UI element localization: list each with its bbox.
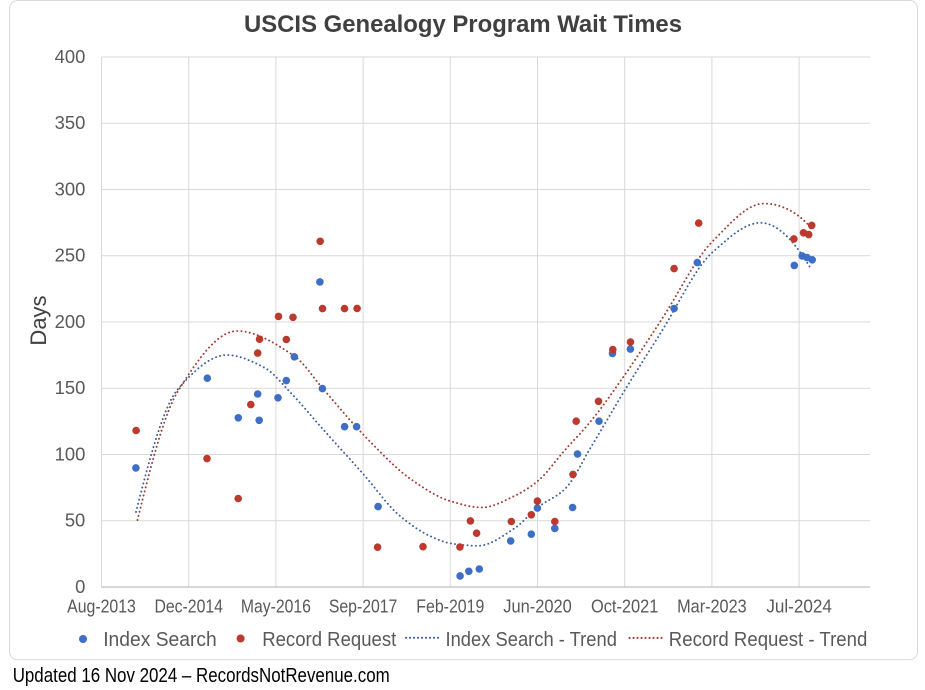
svg-text:0: 0 [75, 576, 85, 597]
svg-text:Feb-2019: Feb-2019 [416, 596, 484, 616]
svg-text:200: 200 [55, 311, 86, 332]
svg-text:Updated 16 Nov 2024 – RecordsN: Updated 16 Nov 2024 – RecordsNotRevenue.… [13, 665, 390, 687]
svg-text:Aug-2013: Aug-2013 [67, 596, 136, 616]
svg-text:Index Search: Index Search [103, 628, 217, 651]
svg-text:Jul-2024: Jul-2024 [766, 596, 832, 616]
svg-text:50: 50 [65, 510, 85, 531]
svg-text:Dec-2014: Dec-2014 [154, 596, 223, 616]
svg-text:100: 100 [55, 443, 86, 464]
svg-text:Sep-2017: Sep-2017 [329, 596, 398, 616]
svg-text:USCIS Genealogy Program Wait T: USCIS Genealogy Program Wait Times [244, 11, 682, 38]
svg-text:150: 150 [55, 377, 86, 398]
svg-text:350: 350 [55, 112, 86, 133]
svg-text:Jun-2020: Jun-2020 [503, 596, 572, 616]
svg-text:250: 250 [55, 245, 86, 266]
svg-text:300: 300 [55, 178, 86, 199]
svg-text:Record Request - Trend: Record Request - Trend [669, 628, 868, 651]
svg-text:400: 400 [55, 46, 86, 67]
svg-text:Oct-2021: Oct-2021 [591, 596, 659, 616]
svg-text:May-2016: May-2016 [241, 596, 311, 616]
svg-text:Index Search - Trend: Index Search - Trend [446, 628, 617, 651]
svg-text:Mar-2023: Mar-2023 [677, 596, 747, 616]
svg-text:Record Request: Record Request [262, 628, 396, 651]
svg-text:Days: Days [26, 295, 51, 345]
